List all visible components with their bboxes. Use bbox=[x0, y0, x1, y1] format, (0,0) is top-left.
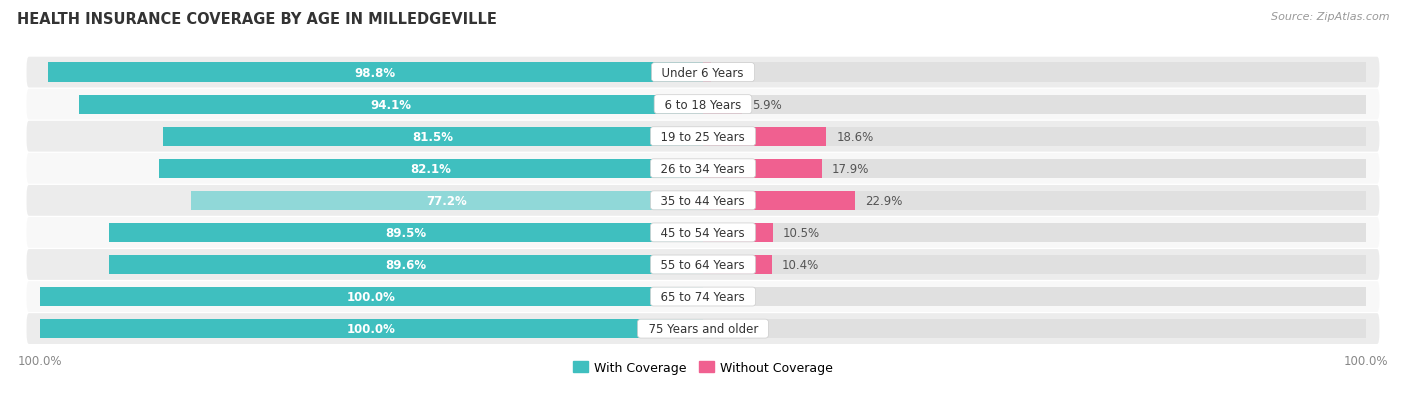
Text: 100.0%: 100.0% bbox=[347, 322, 396, 335]
Text: 17.9%: 17.9% bbox=[832, 162, 869, 176]
Text: 81.5%: 81.5% bbox=[412, 131, 453, 143]
Text: 35 to 44 Years: 35 to 44 Years bbox=[654, 195, 752, 207]
Bar bbox=[108, 255, 703, 274]
Bar bbox=[159, 159, 703, 178]
Bar bbox=[110, 223, 703, 242]
Bar bbox=[703, 287, 1367, 306]
Bar bbox=[703, 159, 1367, 178]
Bar bbox=[703, 159, 821, 178]
Bar bbox=[703, 319, 1367, 338]
Text: 5.9%: 5.9% bbox=[752, 98, 782, 112]
Bar bbox=[703, 127, 1367, 147]
Text: 45 to 54 Years: 45 to 54 Years bbox=[654, 226, 752, 239]
FancyBboxPatch shape bbox=[27, 154, 1379, 184]
Text: 0.0%: 0.0% bbox=[716, 322, 747, 335]
Bar bbox=[703, 95, 1367, 114]
FancyBboxPatch shape bbox=[27, 313, 1379, 344]
Bar bbox=[39, 287, 703, 306]
Bar bbox=[703, 191, 1367, 211]
FancyBboxPatch shape bbox=[27, 57, 1379, 88]
Bar bbox=[39, 319, 703, 338]
Text: Source: ZipAtlas.com: Source: ZipAtlas.com bbox=[1271, 12, 1389, 22]
Text: 22.9%: 22.9% bbox=[865, 195, 903, 207]
Text: 89.5%: 89.5% bbox=[385, 226, 427, 239]
Text: 98.8%: 98.8% bbox=[354, 66, 396, 79]
Bar bbox=[703, 255, 772, 274]
Text: 1.2%: 1.2% bbox=[721, 66, 751, 79]
FancyBboxPatch shape bbox=[27, 282, 1379, 312]
Bar bbox=[703, 223, 1367, 242]
Text: 77.2%: 77.2% bbox=[426, 195, 467, 207]
Text: 100.0%: 100.0% bbox=[347, 290, 396, 303]
Text: 10.4%: 10.4% bbox=[782, 259, 820, 271]
FancyBboxPatch shape bbox=[27, 218, 1379, 248]
Text: 19 to 25 Years: 19 to 25 Years bbox=[654, 131, 752, 143]
FancyBboxPatch shape bbox=[27, 185, 1379, 216]
Bar bbox=[703, 255, 1367, 274]
FancyBboxPatch shape bbox=[27, 249, 1379, 280]
Bar bbox=[191, 191, 703, 211]
Text: 89.6%: 89.6% bbox=[385, 259, 426, 271]
Text: Under 6 Years: Under 6 Years bbox=[655, 66, 751, 79]
Text: 6 to 18 Years: 6 to 18 Years bbox=[657, 98, 749, 112]
Bar bbox=[703, 223, 773, 242]
Text: 55 to 64 Years: 55 to 64 Years bbox=[654, 259, 752, 271]
Bar bbox=[48, 63, 703, 83]
Text: 75 Years and older: 75 Years and older bbox=[641, 322, 765, 335]
Text: 65 to 74 Years: 65 to 74 Years bbox=[654, 290, 752, 303]
Bar bbox=[163, 127, 703, 147]
FancyBboxPatch shape bbox=[27, 121, 1379, 152]
Bar bbox=[703, 127, 827, 147]
Legend: With Coverage, Without Coverage: With Coverage, Without Coverage bbox=[568, 356, 838, 379]
Text: 10.5%: 10.5% bbox=[783, 226, 820, 239]
Text: HEALTH INSURANCE COVERAGE BY AGE IN MILLEDGEVILLE: HEALTH INSURANCE COVERAGE BY AGE IN MILL… bbox=[17, 12, 496, 27]
Bar bbox=[79, 95, 703, 114]
Bar bbox=[703, 63, 1367, 83]
Text: 0.0%: 0.0% bbox=[716, 290, 747, 303]
Text: 94.1%: 94.1% bbox=[370, 98, 412, 112]
Text: 26 to 34 Years: 26 to 34 Years bbox=[654, 162, 752, 176]
Bar bbox=[703, 63, 711, 83]
Bar bbox=[703, 95, 742, 114]
Text: 18.6%: 18.6% bbox=[837, 131, 873, 143]
FancyBboxPatch shape bbox=[27, 90, 1379, 120]
Text: 82.1%: 82.1% bbox=[411, 162, 451, 176]
Bar bbox=[703, 191, 855, 211]
